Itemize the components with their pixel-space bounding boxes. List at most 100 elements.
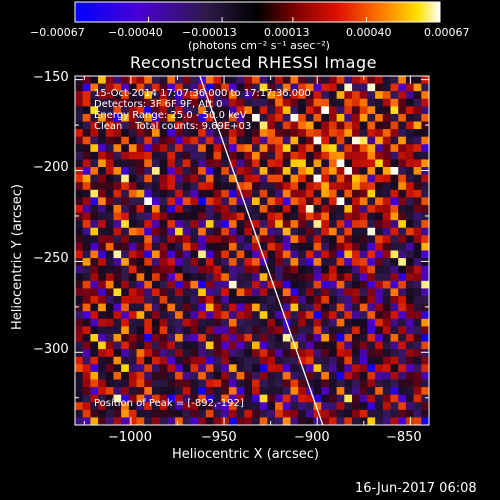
heatmap-cell — [244, 296, 253, 305]
heatmap-cell — [121, 333, 130, 342]
heatmap-cell — [421, 167, 429, 176]
heatmap-cell — [352, 91, 361, 100]
heatmap-cell — [328, 296, 338, 305]
heatmap-cell — [244, 318, 253, 327]
heatmap-cell — [221, 265, 230, 274]
heatmap-cell — [275, 98, 284, 107]
heatmap-cell — [336, 402, 345, 411]
heatmap-cell — [198, 235, 207, 244]
heatmap-cell — [113, 250, 122, 259]
heatmap-cell — [159, 91, 168, 100]
heatmap-cell — [198, 167, 207, 176]
heatmap-cell — [228, 113, 238, 122]
heatmap-cell — [367, 394, 376, 403]
heatmap-cell — [205, 349, 214, 358]
heatmap-cell — [282, 98, 291, 107]
heatmap-cell — [282, 167, 291, 176]
heatmap-cell — [259, 356, 268, 365]
x-tick-label: −850 — [386, 430, 422, 445]
heatmap-cell — [305, 341, 314, 350]
heatmap-cell — [236, 144, 245, 153]
heatmap-cell — [352, 83, 361, 92]
heatmap-cell — [121, 326, 130, 335]
heatmap-cell — [313, 197, 322, 206]
heatmap-cell — [275, 91, 284, 100]
heatmap-cell — [136, 121, 145, 130]
heatmap-cell — [252, 288, 261, 297]
heatmap-cell — [359, 182, 368, 191]
heatmap-cell — [259, 364, 268, 373]
heatmap-cell — [282, 394, 291, 403]
heatmap-cell — [275, 235, 284, 244]
heatmap-cell — [344, 242, 353, 251]
heatmap-cell — [198, 129, 207, 138]
heatmap-cell — [305, 197, 314, 206]
heatmap-cell — [205, 76, 214, 84]
heatmap-cell — [413, 258, 422, 267]
heatmap-cell — [75, 371, 84, 380]
heatmap-cell — [344, 182, 353, 191]
heatmap-cell — [259, 227, 268, 236]
heatmap-cell — [121, 227, 130, 236]
heatmap-cell — [159, 258, 168, 267]
heatmap-cell — [352, 129, 361, 138]
heatmap-cell — [182, 242, 191, 251]
heatmap-cell — [175, 379, 184, 388]
heatmap-cell — [367, 364, 376, 373]
heatmap-cell — [282, 258, 291, 267]
heatmap-cell — [113, 227, 122, 236]
heatmap-cell — [290, 394, 299, 403]
heatmap-cell — [205, 402, 214, 411]
heatmap-cell — [205, 379, 214, 388]
heatmap-cell — [282, 303, 291, 312]
heatmap-cell — [313, 121, 322, 130]
heatmap-cell — [221, 197, 230, 206]
heatmap-cell — [167, 113, 176, 122]
heatmap-cell — [405, 379, 415, 388]
heatmap-cell — [182, 265, 191, 274]
heatmap-cell — [321, 197, 330, 206]
heatmap-cell — [259, 167, 268, 176]
colorbar-tick-label: −0.00013 — [182, 26, 237, 39]
heatmap-cell — [113, 129, 122, 138]
heatmap-cell — [228, 151, 238, 160]
heatmap-cell — [90, 273, 99, 282]
heatmap-cell — [121, 371, 130, 380]
heatmap-cell — [398, 371, 407, 380]
time-range-text: 15-Oct-2014 17:07:36.000 to 17:17:36.000 — [94, 88, 311, 99]
heatmap-cell — [298, 98, 307, 107]
heatmap-cell — [359, 250, 368, 259]
heatmap-cell — [228, 182, 238, 191]
heatmap-cell — [305, 356, 314, 365]
heatmap-cell — [151, 356, 161, 365]
heatmap-cell — [398, 151, 407, 160]
heatmap-cell — [405, 371, 415, 380]
heatmap-cell — [90, 91, 99, 100]
heatmap-cell — [75, 227, 84, 236]
heatmap-cell — [405, 364, 415, 373]
x-tick-label: −900 — [294, 430, 330, 445]
heatmap-cell — [305, 151, 314, 160]
heatmap-cell — [159, 242, 168, 251]
heatmap-cell — [190, 258, 199, 267]
heatmap-cell — [151, 379, 161, 388]
heatmap-cell — [151, 242, 161, 251]
heatmap-cell — [290, 258, 299, 267]
heatmap-cell — [105, 288, 114, 297]
heatmap-cell — [421, 333, 429, 342]
heatmap-cell — [167, 349, 176, 358]
heatmap-cell — [98, 296, 107, 305]
heatmap-cell — [344, 136, 353, 145]
heatmap-cell — [244, 136, 253, 145]
heatmap-cell — [390, 417, 399, 425]
heatmap-cell — [259, 151, 268, 160]
heatmap-cell — [213, 265, 222, 274]
heatmap-cell — [75, 98, 84, 107]
heatmap-cell — [421, 303, 429, 312]
heatmap-cell — [90, 174, 99, 183]
heatmap-cell — [244, 129, 253, 138]
heatmap-cell — [128, 303, 137, 312]
heatmap-cell — [221, 341, 230, 350]
heatmap-cell — [82, 182, 91, 191]
heatmap-cell — [175, 167, 184, 176]
